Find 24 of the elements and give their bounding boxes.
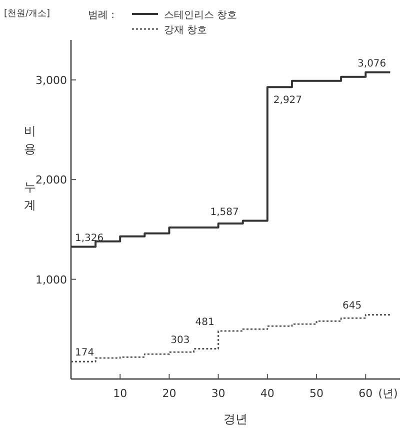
x-tick-label: 20 [162, 387, 176, 400]
data-label: 1,587 [210, 206, 239, 218]
x-tick-label: 50 [310, 387, 324, 400]
y-tick-label: 3,000 [36, 74, 67, 87]
data-label: 645 [342, 300, 362, 312]
text: 비용 누계 [24, 124, 36, 212]
data-label: 3,076 [358, 58, 386, 70]
x-tick-label: 30 [211, 387, 226, 400]
text: (년) [378, 387, 398, 400]
data-label: 174 [75, 348, 94, 359]
text: [천원/개소] [4, 9, 50, 19]
legend-label: 강재 창호 [164, 25, 208, 36]
x-axis-title: 경년 [224, 412, 248, 426]
x-tick-label: 60 [358, 387, 373, 400]
data-label: 2,927 [273, 95, 302, 106]
legend-label: 스테인리스 창호 [164, 10, 238, 21]
x-tick-label: 40 [260, 387, 274, 400]
x-tick-label: 10 [113, 387, 128, 400]
y-tick-label: 1,000 [36, 273, 67, 286]
y-tick-label: 2,000 [36, 174, 67, 187]
data-label: 303 [170, 334, 190, 346]
data-label: 1,326 [75, 232, 104, 244]
legend-title: 범례 : [88, 10, 115, 21]
data-label: 481 [195, 317, 214, 328]
